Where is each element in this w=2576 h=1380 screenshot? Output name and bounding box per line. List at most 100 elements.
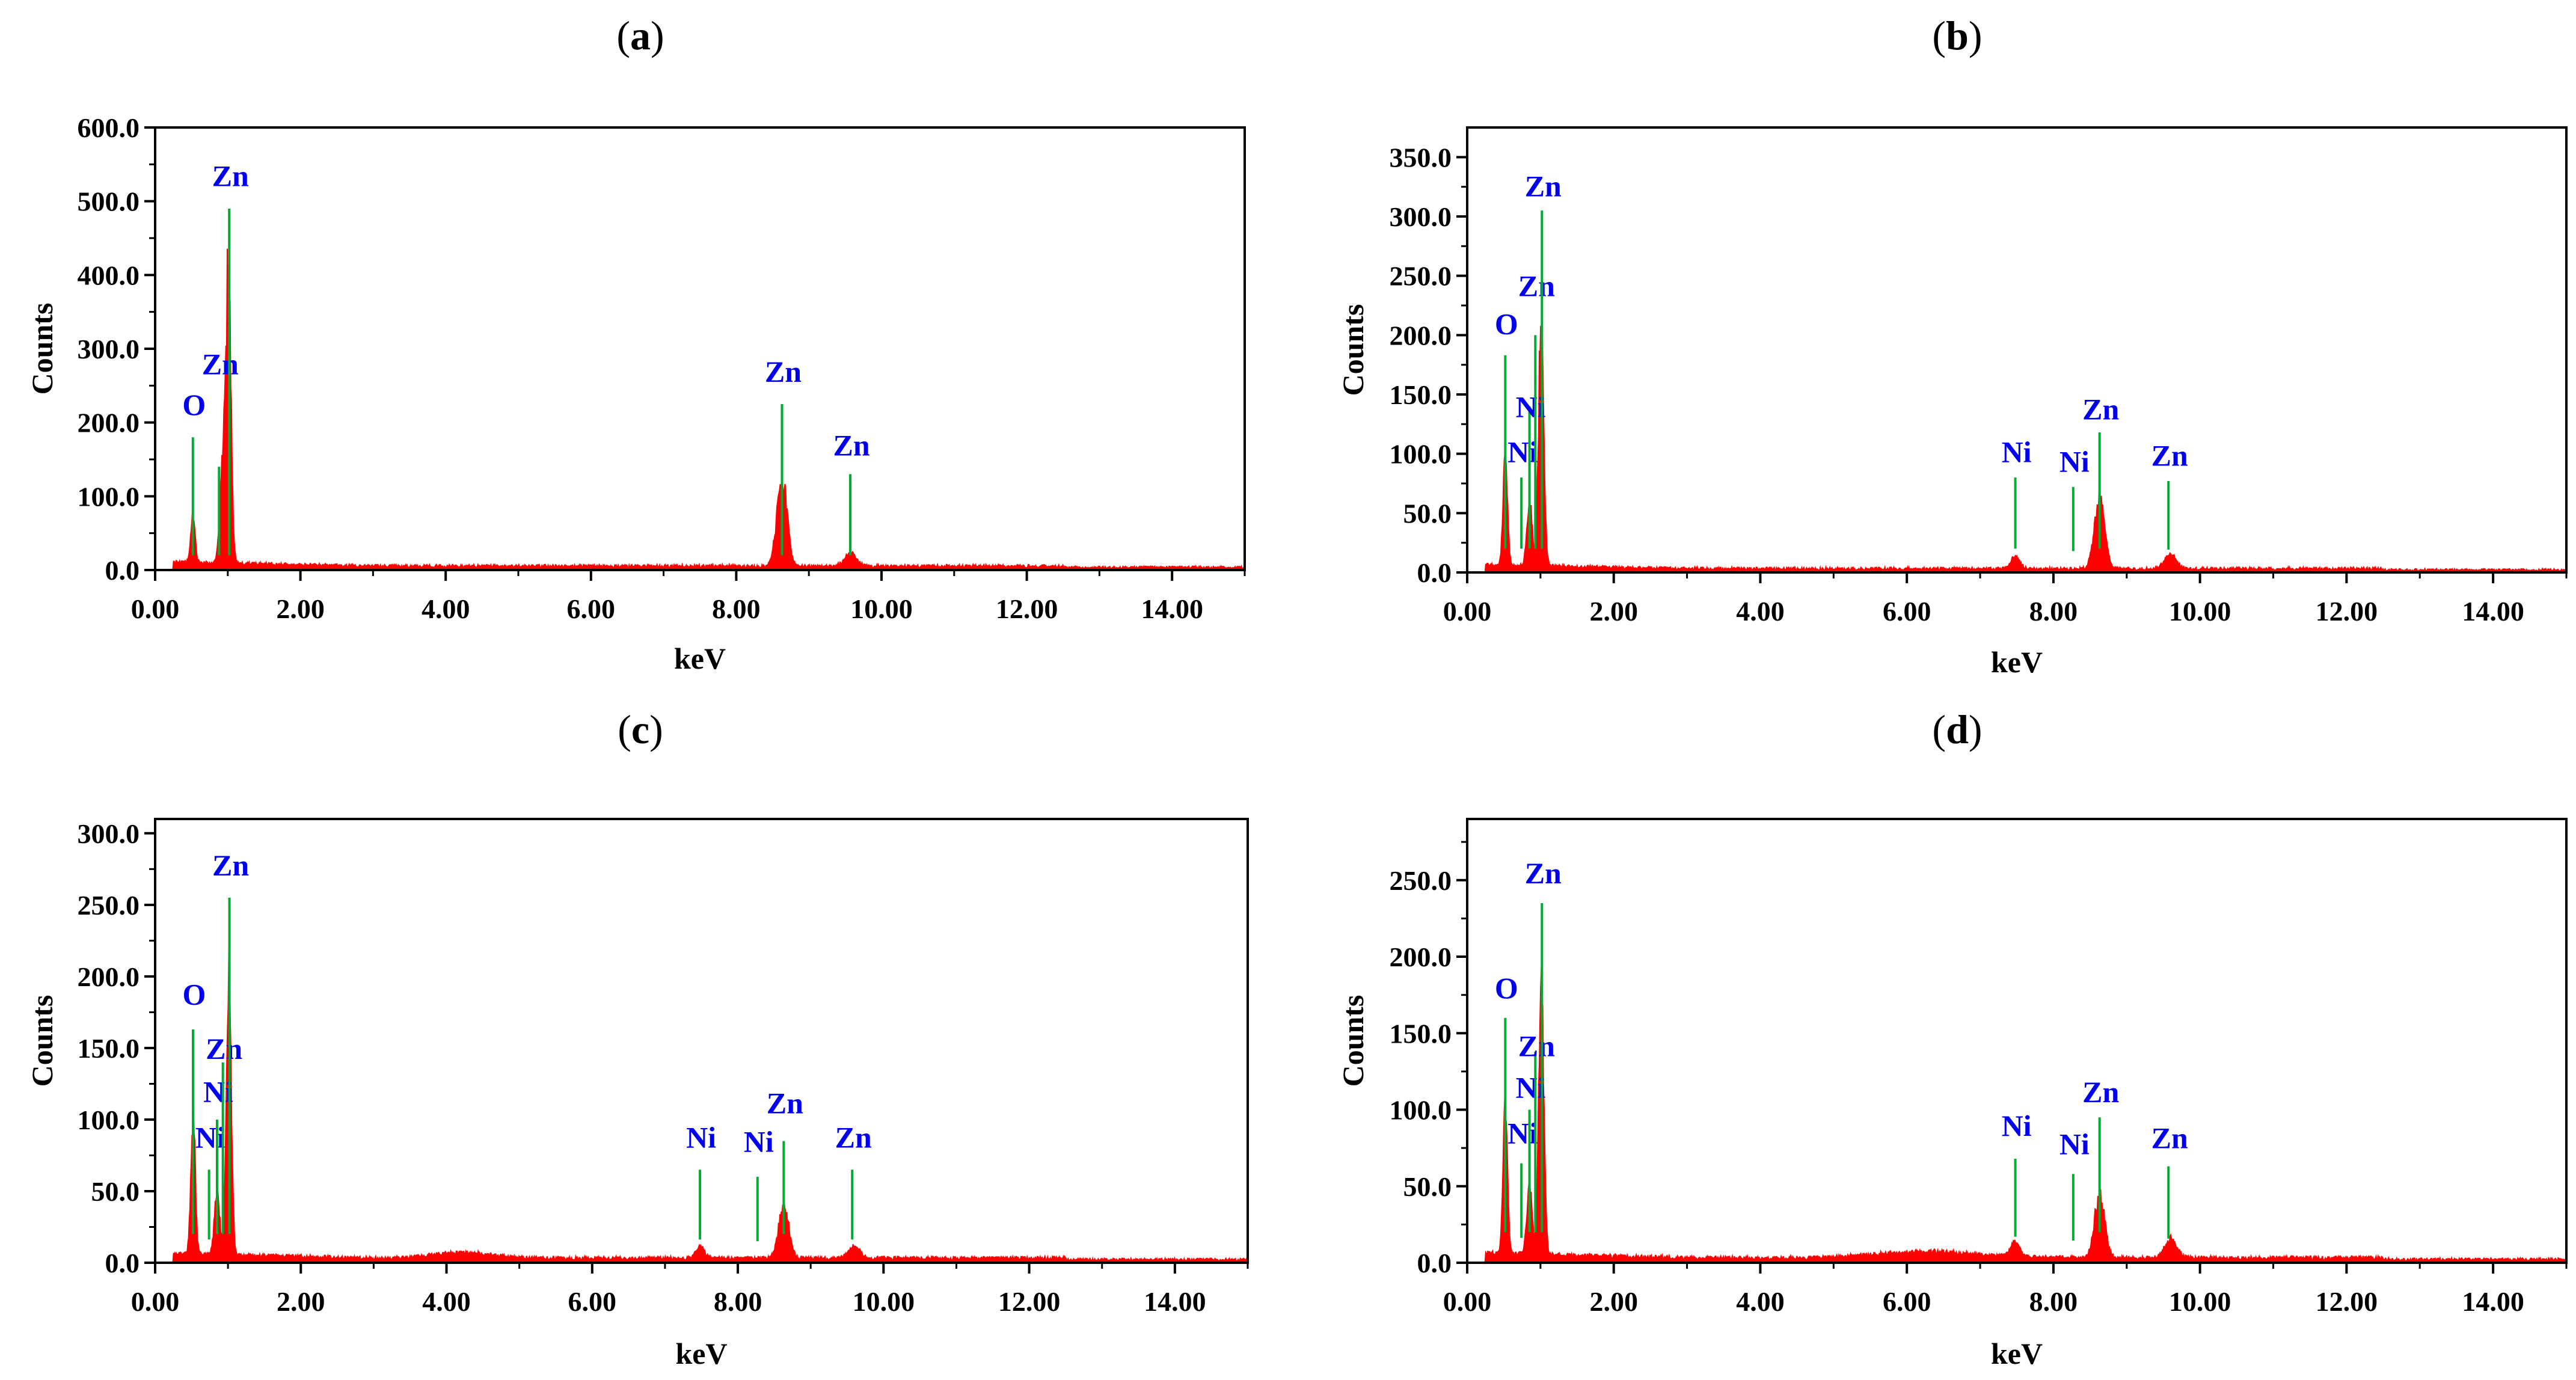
peak-label-ni: Ni — [686, 1121, 716, 1155]
x-tick-label: 4.00 — [422, 1286, 471, 1317]
panel-label-open: ( — [1932, 707, 1946, 752]
peak-label-ni: Ni — [2002, 435, 2032, 469]
y-tick-label: 350.0 — [1390, 142, 1452, 173]
panel-label-open: ( — [1932, 13, 1946, 58]
panel-d: (d)ONiNiZnZnNiNiZnZn0.050.0100.0150.0200… — [1336, 707, 2568, 1370]
y-axis-title: Counts — [25, 995, 59, 1087]
panel-label-close: ) — [1969, 13, 1983, 58]
x-tick-label: 14.00 — [1144, 1286, 1206, 1317]
peak-label-o: O — [1495, 971, 1518, 1005]
panel-label-letter: a — [630, 13, 651, 58]
panel-label-letter: d — [1946, 707, 1969, 752]
panel-label-letter: b — [1946, 13, 1969, 58]
x-axis-title: keV — [1991, 645, 2043, 679]
peak-label-zn: Zn — [2082, 1075, 2119, 1109]
panel-label: (b) — [1932, 13, 1982, 58]
x-tick-label: 10.00 — [2169, 596, 2231, 627]
peak-label-zn: Zn — [1518, 269, 1555, 302]
spectrum-area — [1467, 317, 2567, 573]
y-tick-label: 0.0 — [1417, 557, 1452, 588]
x-tick-label: 2.00 — [277, 1286, 325, 1317]
spectrum-area — [1467, 967, 2567, 1263]
y-tick-label: 150.0 — [1390, 1018, 1452, 1049]
peak-label-zn: Zn — [2151, 1121, 2188, 1155]
y-tick-label: 150.0 — [1390, 379, 1452, 410]
panel-a: (a) O Zn Zn Zn Zn 0.0 100.0 200.0 300.0 400.0 500.0… — [25, 13, 1246, 675]
panel-label-close: ) — [651, 13, 664, 58]
y-tick-label: 100.0 — [78, 1105, 140, 1135]
y-tick-label: 200.0 — [1390, 320, 1452, 351]
x-tick-label: 10.00 — [850, 593, 913, 624]
x-tick-label: 0.00 — [131, 1286, 180, 1317]
peak-label-ni: Ni — [1507, 1117, 1538, 1150]
y-axis-title: Counts — [1336, 995, 1370, 1087]
x-tick-label: 8.00 — [714, 1286, 762, 1317]
y-tick-label: 300.0 — [78, 818, 140, 849]
x-tick-label: 12.00 — [998, 1286, 1061, 1317]
peak-label-zn: Zn — [212, 159, 249, 193]
peak-label-ni: Ni — [2059, 445, 2090, 479]
panel-label-open: ( — [618, 707, 631, 752]
x-tick-label: 4.00 — [1736, 596, 1785, 627]
x-tick-label: 6.00 — [568, 1286, 617, 1317]
peak-label-zn: Zn — [1518, 1029, 1555, 1063]
spectrum-area — [155, 950, 1248, 1263]
panel-label-close: ) — [649, 707, 663, 752]
x-tick-label: 12.00 — [996, 593, 1058, 624]
x-tick-label: 0.00 — [131, 593, 180, 624]
peak-label-ni: Ni — [744, 1125, 774, 1159]
panel-label-letter: c — [631, 707, 649, 752]
panel-label-open: ( — [616, 13, 630, 58]
y-tick-label: 250.0 — [78, 890, 140, 921]
y-tick-label: 300.0 — [1390, 201, 1452, 232]
y-tick-label: 0.0 — [105, 1248, 140, 1278]
x-tick-label: 4.00 — [1736, 1286, 1785, 1317]
panel-label: (a) — [616, 13, 664, 58]
panel-label: (d) — [1932, 707, 1982, 752]
x-tick-label: 6.00 — [567, 593, 616, 624]
peak-label-zn: Zn — [765, 355, 802, 388]
peak-label-ni: Ni — [2059, 1127, 2090, 1161]
y-tick-label: 100.0 — [78, 481, 140, 512]
x-tick-label: 8.00 — [712, 593, 761, 624]
x-tick-label: 2.00 — [1589, 1286, 1638, 1317]
peak-label-zn: Zn — [212, 848, 249, 882]
y-tick-label: 0.0 — [105, 555, 140, 586]
y-tick-label: 300.0 — [78, 334, 140, 364]
y-tick-label: 250.0 — [1390, 261, 1452, 292]
x-tick-label: 0.00 — [1443, 596, 1492, 627]
x-tick-label: 12.00 — [2316, 596, 2378, 627]
y-tick-label: 100.0 — [1390, 439, 1452, 470]
x-tick-label: 14.00 — [2462, 1286, 2524, 1317]
y-tick-label: 500.0 — [78, 186, 140, 217]
y-tick-label: 400.0 — [78, 260, 140, 290]
x-tick-label: 6.00 — [1883, 1286, 1931, 1317]
x-tick-label: 14.00 — [2462, 596, 2524, 627]
y-tick-label: 0.0 — [1417, 1248, 1452, 1278]
x-tick-label: 0.00 — [1443, 1286, 1492, 1317]
peak-label-zn: Zn — [206, 1032, 242, 1066]
y-tick-label: 50.0 — [91, 1176, 140, 1207]
x-tick-label: 8.00 — [2029, 596, 2078, 627]
y-tick-label: 100.0 — [1390, 1095, 1452, 1126]
y-tick-label: 200.0 — [78, 961, 140, 992]
peak-label-o: O — [1495, 307, 1518, 341]
plot-frame — [154, 818, 1249, 1264]
x-tick-label: 2.00 — [1589, 596, 1638, 627]
y-tick-label: 50.0 — [1403, 498, 1452, 529]
y-tick-label: 250.0 — [1390, 865, 1452, 896]
x-tick-label: 14.00 — [1141, 593, 1203, 624]
peak-label-ni: Ni — [1507, 435, 1538, 469]
peak-label-o: O — [182, 388, 206, 422]
x-tick-label: 2.00 — [276, 593, 325, 624]
peak-label-o: O — [183, 977, 206, 1011]
peak-label-zn: Zn — [202, 348, 239, 381]
peak-label-zn: Zn — [2151, 439, 2188, 473]
x-tick-label: 4.00 — [422, 593, 470, 624]
panel-label: (c) — [618, 707, 663, 752]
y-tick-label: 600.0 — [78, 112, 140, 143]
x-tick-label: 6.00 — [1883, 596, 1931, 627]
